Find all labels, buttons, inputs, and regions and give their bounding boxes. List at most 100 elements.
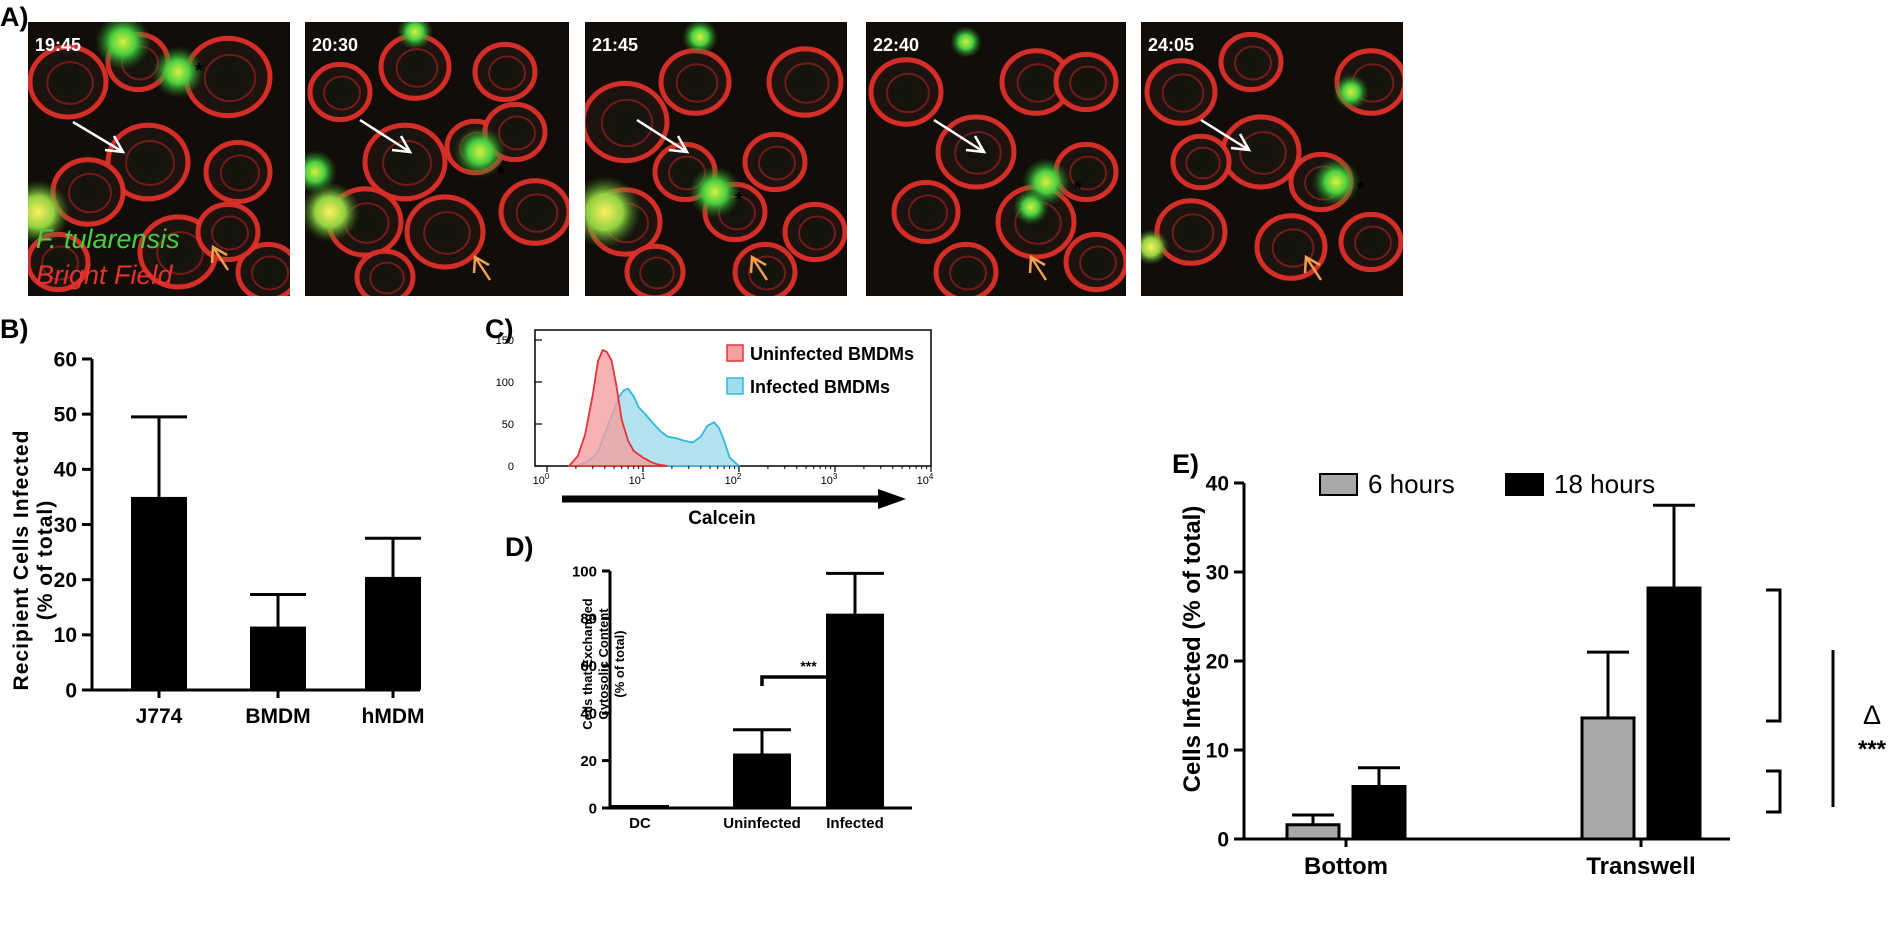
x-tick-label: BMDM (245, 705, 310, 728)
legend-swatch (1319, 473, 1358, 496)
y-tick-label: 50 (54, 404, 77, 427)
micrograph-frame: * 20:30 (305, 22, 569, 296)
cell-body (936, 242, 996, 296)
cell-body (871, 57, 941, 127)
x-tick-exponent: 4 (929, 472, 934, 481)
cell-inner-ring (1271, 228, 1315, 268)
cell-body (238, 242, 290, 296)
cell-inner-ring (211, 215, 249, 251)
cell-inner-ring (251, 255, 289, 291)
x-tick-label: 102 (725, 472, 742, 487)
cell-inner-ring (675, 63, 719, 103)
bar (1351, 784, 1407, 841)
cell-body (1157, 198, 1225, 266)
cell-body (206, 140, 270, 204)
cell-inner-ring (203, 53, 257, 103)
cell-membrane (868, 57, 944, 127)
cell-inner-ring (748, 255, 786, 291)
y-tick-label: 10 (54, 624, 77, 647)
white-arrow (359, 118, 411, 154)
x-tick-label: 101 (629, 472, 646, 487)
cell-inner-ring (1354, 225, 1392, 261)
bar (826, 613, 884, 808)
cell-body (894, 180, 958, 244)
cell-body (1341, 212, 1401, 272)
cell-inner-ring (41, 245, 79, 281)
cell-membrane (766, 46, 844, 118)
y-tick-label: 40 (1206, 472, 1229, 495)
cell-membrane (362, 122, 448, 202)
cell-body (1066, 232, 1126, 292)
cell-membrane (624, 243, 686, 296)
orange-arrow (750, 256, 769, 281)
x-tick-base: 10 (629, 475, 641, 487)
y-tick-label: 30 (1206, 561, 1229, 584)
cell-membrane (585, 80, 670, 164)
cell-inner-ring (949, 255, 987, 291)
cell-body (769, 46, 841, 118)
frame-timestamp: 24:05 (1148, 35, 1194, 55)
infected-cell-marker: * (1074, 178, 1082, 200)
x-tick-label: Transwell (1586, 853, 1695, 880)
cell-inner-ring (323, 75, 361, 111)
cell-body (1002, 48, 1070, 116)
y-tick-label: 80 (580, 611, 597, 628)
cell-membrane (472, 41, 538, 103)
cell-inner-ring (1239, 131, 1287, 175)
bar (365, 576, 421, 690)
orange-arrow (473, 256, 492, 281)
frame-timestamp: 19:45 (35, 35, 81, 55)
cell-body (53, 157, 123, 227)
cell-inner-ring (1185, 146, 1221, 180)
cell-membrane (1063, 231, 1126, 293)
annotation-stars: *** (1858, 736, 1887, 763)
panel-a-label: A) (0, 2, 29, 32)
orange-arrow-head (1028, 254, 1046, 274)
cell-inner-ring (515, 193, 559, 233)
bacteria-spot (689, 166, 741, 218)
cell-inner-ring (1161, 73, 1205, 113)
micrograph-frame: * 24:05 (1141, 22, 1403, 296)
x-tick-exponent: 1 (641, 472, 646, 481)
frame-timestamp: 22:40 (873, 35, 919, 55)
cell-body (310, 62, 370, 122)
cell-inner-ring (1171, 213, 1215, 253)
cell-body (186, 35, 270, 119)
cell-body (381, 33, 449, 101)
cell-inner-ring (886, 72, 930, 114)
cell-body (407, 194, 483, 270)
cell-body (475, 42, 535, 102)
chart-d-ylabel-line3: (% of total) (612, 630, 627, 697)
bracket-lower (1766, 769, 1782, 814)
bacteria-spot (397, 22, 433, 50)
y-tick-label: 20 (54, 569, 77, 592)
cell-body (1257, 213, 1325, 281)
orange-arrow (1304, 256, 1323, 281)
micrograph-frame: * 22:40 (866, 22, 1126, 296)
orange-arrow-head (749, 254, 767, 274)
white-arrow (1200, 118, 1250, 152)
cell-inner-ring (758, 145, 796, 181)
x-tick-label: DC (629, 815, 651, 832)
annotation-delta: Δ (1863, 700, 1881, 730)
cell-membrane (1144, 58, 1218, 126)
x-tick-base: 10 (533, 475, 545, 487)
panel-c-label: C) (485, 314, 514, 344)
cell-inner-ring (907, 194, 949, 232)
white-arrow-head (1230, 133, 1252, 152)
cell-body (745, 132, 805, 192)
y-tick-label: 100 (496, 377, 514, 389)
cell-inner-ring (498, 115, 536, 151)
white-arrow-head (668, 135, 690, 154)
y-tick-label: 20 (580, 753, 597, 770)
cell-inner-ring (798, 215, 836, 251)
cell-membrane (195, 201, 261, 263)
y-tick-label: 0 (508, 461, 514, 473)
chart-b-ylabel-line2: (% of total) (34, 500, 57, 620)
x-tick-label: Uninfected (723, 815, 801, 832)
bar (250, 626, 306, 690)
x-tick-exponent: 2 (737, 472, 742, 481)
x-axis-label: Calcein (688, 508, 756, 529)
cell-membrane (1170, 133, 1232, 191)
